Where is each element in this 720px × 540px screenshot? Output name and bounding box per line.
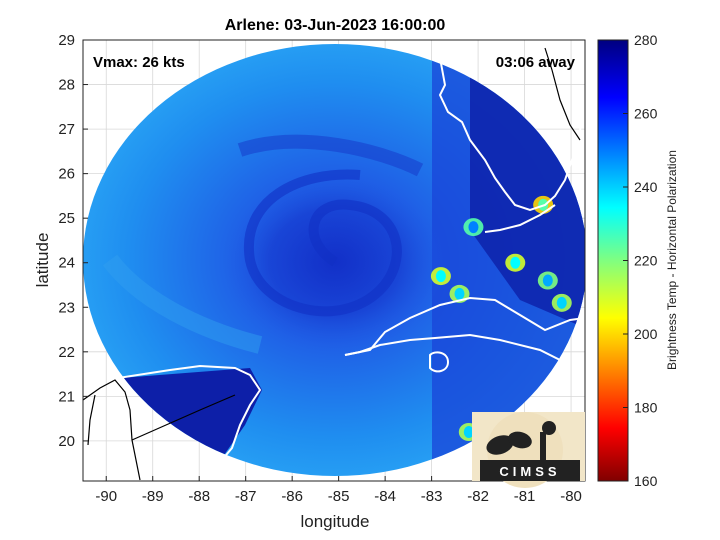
x-axis-label: longitude — [300, 512, 369, 531]
chart-title: Arlene: 03-Jun-2023 16:00:00 — [225, 17, 446, 34]
colorbar-tick-label: 260 — [634, 106, 658, 122]
colorbar-tick-label: 240 — [634, 179, 658, 195]
y-axis-label: latitude — [33, 233, 52, 288]
coastline-keys — [484, 204, 556, 233]
colorbar-ticks: 160 180 200 220 240 260 280 — [623, 32, 658, 489]
vmax-annotation: Vmax: 26 kts — [93, 54, 185, 71]
coastline-florida-east — [544, 47, 581, 141]
x-tick-label: -86 — [281, 488, 303, 505]
cell-core — [463, 426, 474, 438]
y-tick-label: 23 — [58, 299, 75, 316]
plot-frame — [82, 39, 586, 482]
logo-dish-right — [508, 431, 532, 449]
y-tick-label: 20 — [58, 433, 75, 450]
swath-image — [83, 44, 585, 481]
axis-ticks: -90 -89 -88 -87 -86 -85 -84 -83 -82 -81 -80 20 21 22 2… — [58, 32, 582, 505]
x-tick-label: -85 — [328, 488, 350, 505]
cell-core — [454, 287, 465, 300]
coastline-cuba-north — [344, 296, 585, 356]
colorbar-label: Brightness Temp - Horizontal Polarizatio… — [665, 150, 679, 370]
logo-tank — [542, 421, 556, 435]
coastline-yucatan — [117, 364, 262, 461]
coastline-cuba-south — [344, 333, 561, 361]
cell-core — [435, 270, 446, 283]
y-tick-label: 28 — [58, 77, 75, 94]
cell-core — [468, 221, 479, 234]
x-tick-label: -84 — [374, 488, 396, 505]
time-away-annotation: 03:06 away — [496, 54, 576, 71]
x-tick-label: -80 — [560, 488, 582, 505]
rain-band-west — [102, 254, 263, 354]
x-tick-label: -83 — [421, 488, 443, 505]
x-tick-label: -81 — [514, 488, 536, 505]
logo-text: CIMSS — [499, 464, 560, 479]
logo-banner — [480, 460, 580, 481]
y-tick-label: 25 — [58, 210, 75, 227]
x-tick-label: -89 — [142, 488, 164, 505]
x-tick-label: -87 — [235, 488, 257, 505]
logo-tower — [540, 432, 546, 462]
y-tick-label: 26 — [58, 166, 75, 183]
coastlines — [117, 57, 585, 461]
x-tick-label: -82 — [467, 488, 489, 505]
y-tick-label: 29 — [58, 32, 75, 49]
rain-band-north — [237, 134, 424, 177]
colorbar-tick-label: 200 — [634, 326, 658, 342]
colorbar-tick-label: 220 — [634, 253, 658, 269]
colorbar-tick-label: 160 — [634, 473, 658, 489]
logo-dish-left — [486, 435, 514, 455]
x-tick-label: -88 — [188, 488, 210, 505]
cimss-logo: CIMSS — [472, 412, 585, 488]
border-west — [87, 394, 96, 446]
swath-land-yucatan — [120, 368, 262, 458]
y-tick-label: 21 — [58, 388, 75, 405]
colorbar-tick-label: 280 — [634, 32, 658, 48]
coastline-isla-juventud — [429, 351, 450, 373]
borders — [83, 47, 581, 481]
y-tick-label: 22 — [58, 344, 75, 361]
y-tick-label: 24 — [58, 255, 75, 272]
y-tick-label: 27 — [58, 121, 75, 138]
colorbar-tick-label: 180 — [634, 400, 658, 416]
cell-core — [556, 296, 567, 309]
border-campeche — [131, 394, 236, 441]
cell-core — [510, 256, 521, 269]
spiral-band — [243, 169, 402, 317]
cell-core — [542, 274, 553, 287]
coastline-florida — [438, 57, 585, 212]
x-tick-label: -90 — [95, 488, 117, 505]
